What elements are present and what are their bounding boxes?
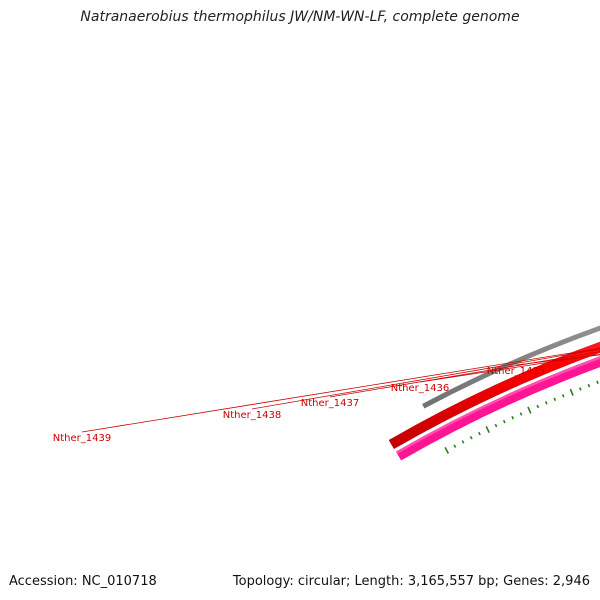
inner-minor-tick bbox=[461, 440, 465, 444]
gene-track bbox=[395, 355, 600, 462]
inner-minor-tick bbox=[561, 394, 565, 398]
gene-label: Nther_1438 bbox=[223, 410, 281, 421]
inner-tick-track bbox=[444, 380, 599, 454]
gene-label: Nther_1436 bbox=[391, 383, 449, 394]
inner-minor-tick bbox=[469, 436, 473, 440]
map-title: Natranaerobius thermophilus JW/NM-WN-LF,… bbox=[80, 9, 520, 25]
gene-labels: Nther_1435 Nther_1436 Nther_1437 Nther_1438… bbox=[53, 347, 600, 444]
genome-backbone bbox=[422, 325, 600, 409]
inner-minor-tick bbox=[502, 419, 506, 424]
inner-minor-tick bbox=[478, 431, 481, 436]
gene-leader-line bbox=[81, 347, 600, 433]
inner-major-tick bbox=[527, 406, 532, 414]
accession-text: Accession: NC_010718 bbox=[9, 574, 157, 589]
gene-leader-line bbox=[419, 354, 600, 383]
gene-label: Nther_1435 bbox=[487, 366, 545, 377]
inner-minor-tick bbox=[519, 412, 523, 416]
inner-minor-tick bbox=[553, 397, 557, 401]
inner-minor-tick bbox=[544, 401, 548, 405]
gene-label: Nther_1439 bbox=[53, 433, 111, 444]
inner-minor-tick bbox=[494, 423, 498, 428]
gene-label: Nther_1437 bbox=[301, 398, 359, 409]
inner-major-tick bbox=[444, 446, 450, 454]
inner-major-tick bbox=[485, 426, 490, 434]
backbone-arc bbox=[422, 325, 600, 409]
inner-minor-tick bbox=[511, 416, 514, 420]
inner-major-tick bbox=[569, 388, 574, 396]
inner-minor-tick bbox=[579, 387, 582, 391]
inner-minor-tick bbox=[536, 404, 540, 409]
inner-minor-tick bbox=[587, 383, 591, 388]
gene-leader-line bbox=[251, 348, 600, 410]
gene-segment bbox=[395, 355, 600, 462]
inner-minor-tick bbox=[596, 380, 599, 385]
inner-minor-tick bbox=[453, 444, 457, 448]
cds-track bbox=[388, 341, 600, 450]
genome-stats-text: Topology: circular; Length: 3,165,557 bp… bbox=[232, 574, 590, 589]
gene-leader-line bbox=[329, 351, 600, 398]
